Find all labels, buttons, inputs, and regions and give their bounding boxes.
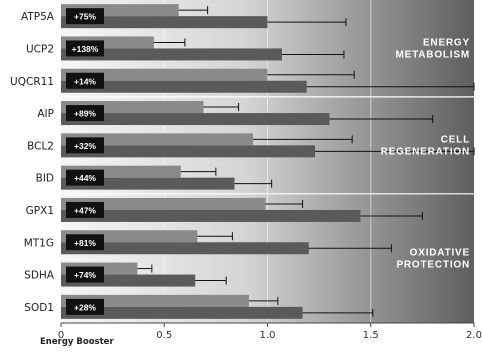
bar-series-2	[61, 209, 361, 222]
percent-badge-label: +14%	[74, 76, 96, 86]
percent-badge-label: +74%	[74, 270, 96, 280]
category-label: SOD1	[24, 302, 54, 314]
bar-series-1	[61, 68, 268, 81]
bar-series-2	[61, 145, 315, 158]
x-tick-label: 1.5	[363, 330, 379, 341]
percent-badge	[66, 169, 104, 186]
category-label: SDHA	[24, 270, 55, 282]
percent-badge	[66, 201, 104, 218]
category-label: AIP	[37, 108, 54, 120]
x-tick-label: 2.0	[466, 330, 482, 341]
category-label: ATP5A	[21, 11, 55, 23]
percent-badge	[66, 298, 104, 315]
category-label: UCP2	[26, 43, 54, 55]
bar-series-2	[61, 177, 235, 190]
group-label: OXIDATIVE	[410, 247, 470, 258]
percent-badge	[66, 137, 104, 154]
category-label: MT1G	[24, 237, 54, 249]
percent-badge-label: +44%	[74, 173, 96, 183]
percent-badge	[66, 40, 104, 57]
percent-badge-label: +47%	[74, 205, 96, 215]
bar-series-2	[61, 48, 282, 61]
bar-series-2	[61, 113, 330, 126]
bar-series-2	[61, 306, 303, 319]
bar-series-2	[61, 80, 307, 93]
bar-series-2	[61, 16, 268, 29]
group-label: REGENERATION	[381, 146, 470, 157]
percent-badge-label: +81%	[74, 238, 96, 248]
x-axis-label: Energy Booster	[40, 337, 114, 347]
bar-series-1	[61, 197, 266, 210]
percent-badge-label: +32%	[74, 141, 96, 151]
category-label: GPX1	[26, 205, 54, 217]
group-label: PROTECTION	[396, 259, 470, 270]
category-label: BCL2	[27, 140, 54, 152]
percent-badge	[66, 105, 104, 122]
bar-series-1	[61, 294, 249, 307]
percent-badge-label: +28%	[74, 302, 96, 312]
group-label: METABOLISM	[396, 49, 470, 60]
x-tick-label: 1.0	[260, 330, 276, 341]
bar-series-1	[61, 133, 254, 146]
percent-badge	[66, 72, 104, 89]
percent-badge-label: +138%	[72, 44, 99, 54]
bar-series-2	[61, 242, 309, 255]
group-label: ENERGY	[423, 37, 470, 48]
x-tick-label: 0.5	[156, 330, 172, 341]
percent-badge-label: +89%	[74, 109, 96, 119]
percent-badge-label: +75%	[74, 12, 96, 22]
category-label: BID	[36, 173, 54, 185]
group-label: CELL	[441, 134, 470, 145]
percent-badge	[66, 266, 104, 283]
percent-badge	[66, 234, 104, 251]
percent-badge	[66, 8, 104, 25]
x-tick-label: 0	[58, 330, 64, 341]
category-label: UQCR11	[10, 76, 54, 88]
